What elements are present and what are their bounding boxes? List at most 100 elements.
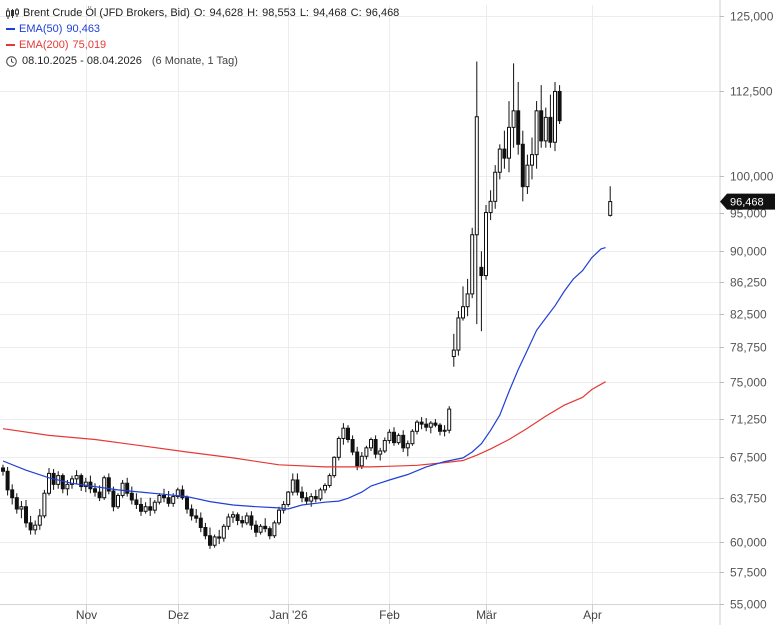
candle — [401, 430, 406, 453]
candle-body-up — [405, 443, 410, 449]
candle — [157, 493, 162, 505]
ema50-label: EMA(50) — [19, 23, 63, 35]
candle-body-up — [530, 154, 534, 166]
last-price-marker: 96,468 — [720, 193, 775, 210]
candle-body-up — [534, 110, 539, 156]
candle-body-down — [401, 434, 406, 449]
candle-body-up — [19, 506, 24, 510]
candle — [208, 527, 212, 549]
candle-body-down — [424, 423, 429, 428]
x-tick-label: Mär — [476, 608, 497, 622]
candle — [14, 493, 19, 514]
candle-body-up — [484, 212, 488, 277]
candle-body-up — [47, 472, 51, 494]
candle — [557, 85, 562, 125]
candle — [484, 205, 488, 280]
candle — [410, 429, 415, 446]
candle-body-down — [93, 488, 97, 493]
candle-body-up — [33, 524, 38, 531]
candle-body-up — [143, 506, 148, 512]
candle-body-up — [42, 492, 47, 517]
candle-body-down — [438, 424, 442, 432]
candle-body-down — [185, 497, 189, 510]
candle-body-up — [231, 514, 235, 518]
candle — [263, 518, 268, 533]
candle — [37, 509, 42, 530]
candle — [217, 529, 222, 545]
candle — [346, 425, 350, 443]
candle — [125, 477, 130, 497]
candle-body-up — [327, 475, 332, 486]
candle-body-down — [479, 266, 484, 277]
candle — [553, 81, 557, 152]
candle-body-down — [198, 517, 203, 528]
candle-body-down — [97, 491, 102, 499]
candle-body-up — [608, 201, 613, 216]
candle — [428, 421, 433, 434]
instrument-title: Brent Crude Öl (JFD Brokers, Bid) — [23, 7, 190, 19]
open-value: 94,628 — [209, 7, 244, 19]
legend-ema50-row[interactable]: EMA(50) 90,463 — [6, 21, 403, 37]
clock-icon — [6, 55, 17, 67]
candle-body-up — [543, 116, 548, 142]
candle-body-up — [493, 171, 498, 202]
candle-body-down — [1, 467, 5, 472]
candle — [226, 513, 231, 530]
candle-body-down — [557, 90, 562, 122]
candle-body-down — [111, 490, 116, 508]
candle — [221, 523, 226, 542]
ema200-series — [2, 381, 606, 468]
candle-body-up — [410, 430, 415, 445]
candle — [539, 85, 544, 148]
candle — [88, 475, 93, 494]
candle-body-down — [194, 515, 199, 519]
candle — [336, 436, 341, 461]
candle-body-up — [336, 437, 341, 458]
candle — [97, 485, 102, 502]
ema50-line — [2, 247, 606, 510]
candle-body-down — [295, 479, 300, 493]
candle-body-up — [116, 494, 120, 508]
ema200-swatch — [6, 44, 15, 46]
candle — [47, 468, 51, 496]
candle-body-up — [396, 434, 401, 444]
candle — [286, 490, 291, 507]
candle-body-up — [461, 306, 465, 319]
candle-body-up — [244, 515, 249, 524]
candle — [479, 251, 484, 332]
candle — [70, 475, 74, 489]
candle-body-up — [387, 431, 392, 442]
candle — [497, 144, 502, 180]
legend-ema200-row[interactable]: EMA(200) 75,019 — [6, 37, 403, 53]
last-price-tag — [720, 193, 775, 210]
candle — [134, 493, 139, 510]
candle-body-up — [369, 439, 373, 449]
candle — [318, 487, 323, 502]
x-tick-label: Jan '26 — [269, 608, 308, 622]
candle — [447, 406, 452, 434]
candle-body-up — [382, 440, 387, 452]
candle — [438, 423, 442, 436]
candle — [231, 511, 235, 523]
candle — [203, 522, 208, 540]
candle-body-down — [203, 526, 208, 537]
candle-body-up — [442, 429, 447, 432]
candle-body-down — [516, 110, 521, 145]
candle-body-up — [447, 408, 452, 431]
candle — [424, 418, 429, 432]
candle — [608, 186, 613, 217]
candle-body-up — [272, 522, 277, 537]
candle — [341, 423, 346, 445]
candle-body-up — [525, 164, 530, 188]
candle — [525, 154, 530, 194]
candle — [493, 165, 498, 209]
candle-body-down — [60, 475, 65, 490]
candle-body-down — [106, 477, 111, 492]
candle — [488, 190, 493, 221]
candle-body-down — [392, 431, 396, 444]
candle — [258, 523, 263, 535]
candle-body-down — [14, 497, 19, 510]
candle-body-up — [507, 126, 511, 159]
candle — [152, 499, 157, 514]
